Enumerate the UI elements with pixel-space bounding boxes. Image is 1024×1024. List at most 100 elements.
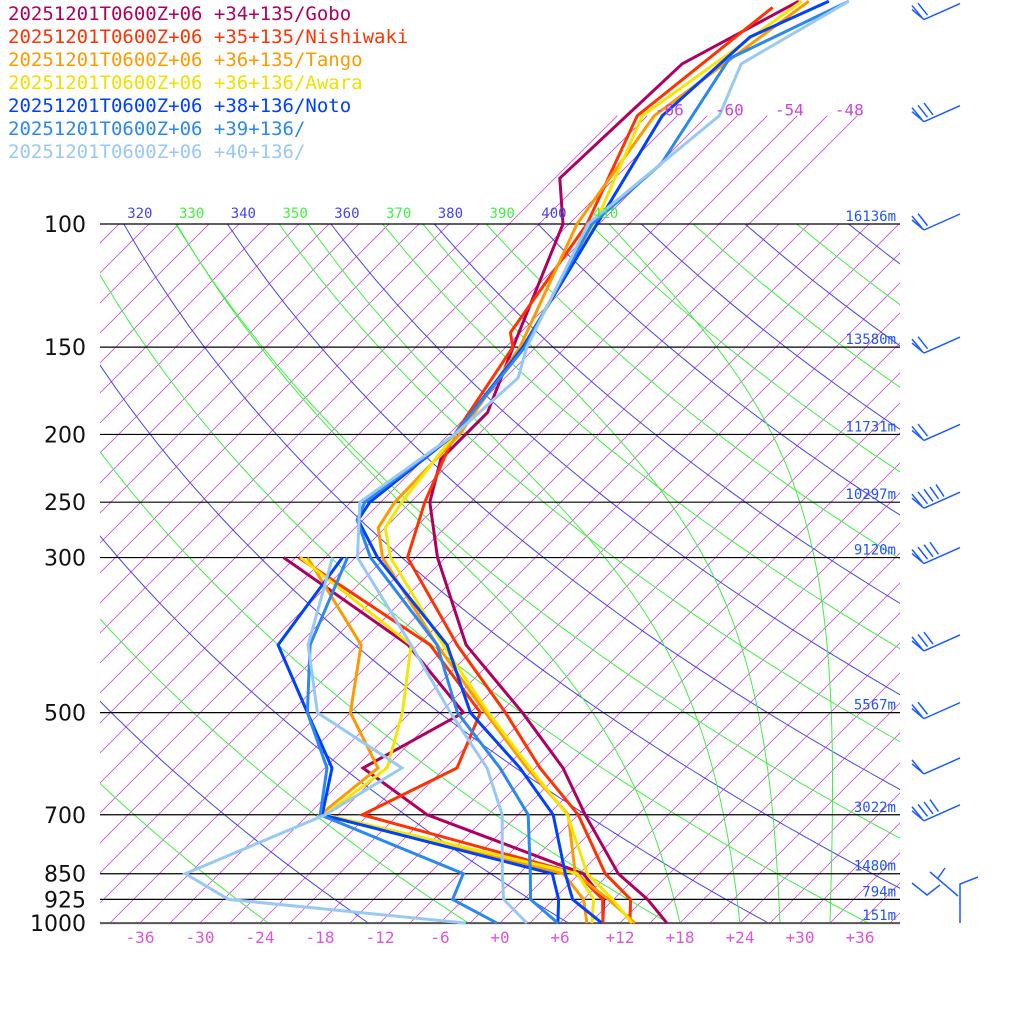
isotherm-line xyxy=(499,522,900,923)
wind-barb-icon xyxy=(911,484,961,509)
dry-adiabat-330 xyxy=(175,224,900,839)
isotherm-line xyxy=(139,224,840,923)
wind-barb-icon xyxy=(911,799,961,822)
wind-barb-flag xyxy=(911,215,923,229)
theta-label: 330 xyxy=(179,206,204,222)
isotherm-label: -66 xyxy=(655,101,684,120)
isotherm-line xyxy=(799,822,900,923)
isotherm-line xyxy=(379,402,900,923)
wind-barb-icon xyxy=(911,541,961,565)
gobo-temperature-line xyxy=(428,0,800,925)
wind-barb-flag xyxy=(911,806,923,820)
wind-barb-staff xyxy=(923,336,961,354)
wind-barb-tip xyxy=(911,552,925,565)
isotherm-line xyxy=(1010,224,1024,923)
dry-adiabat-310 xyxy=(100,273,870,923)
dry-adiabat-270 xyxy=(100,618,470,923)
wind-barb-icon xyxy=(911,213,961,231)
isotherm-label: -54 xyxy=(775,101,804,120)
isotherm-line xyxy=(100,224,480,604)
dry-adiabat-480 xyxy=(952,224,1024,938)
dry-adiabat-440 xyxy=(744,224,900,347)
dry-adiabat-350 xyxy=(278,224,900,743)
isotherm-line-upper xyxy=(508,115,618,225)
pressure-label: 850 xyxy=(44,863,86,888)
x-tick-label: -30 xyxy=(186,928,215,947)
awara-dewpoint-line xyxy=(299,556,596,924)
40-136-temperature-line xyxy=(355,0,850,925)
wind-barb-icon xyxy=(911,2,961,21)
isotherm-label: -60 xyxy=(715,101,744,120)
wind-barb-staff xyxy=(923,423,961,442)
surface-barb-part xyxy=(929,871,959,897)
legend-item-awara: 20251201T0600Z+06 +36+136/Awara xyxy=(8,72,363,94)
height-label: 794m xyxy=(862,884,896,900)
wind-barb-flag xyxy=(911,338,923,352)
wind-barb-icon xyxy=(911,701,961,720)
dry-adiabat-300 xyxy=(100,364,770,923)
dry-adiabat-340 xyxy=(226,224,900,791)
surface-barb-part xyxy=(937,867,946,879)
wind-barb-flag xyxy=(911,704,923,718)
wind-barb-flag xyxy=(917,491,929,505)
isotherm-line xyxy=(529,552,900,923)
legend-item-39-136: 20251201T0600Z+06 +39+136/ xyxy=(8,118,306,140)
wind-barb-staff xyxy=(923,491,961,509)
legend-item-nishiwaki: 20251201T0600Z+06 +35+135/Nishiwaki xyxy=(8,26,409,48)
isotherm-line xyxy=(980,224,1024,923)
dry-adiabat-290 xyxy=(100,450,670,923)
isotherm-line xyxy=(100,224,330,454)
dry-adiabat-370 xyxy=(382,224,900,650)
theta-label: 410 xyxy=(593,206,618,222)
pressure-label: 500 xyxy=(44,702,86,727)
moist-adiabat xyxy=(608,224,833,923)
isotherm-line xyxy=(100,224,390,514)
isotherm-line xyxy=(829,852,900,923)
wind-barb-flag xyxy=(917,701,929,715)
pressure-label: 300 xyxy=(44,547,86,572)
height-label: 16136m xyxy=(845,209,896,225)
wind-barb-tip xyxy=(911,8,925,21)
isotherm-line xyxy=(769,792,900,923)
isotherm-line xyxy=(619,642,900,923)
dry-adiabat-360 xyxy=(330,224,900,696)
dry-adiabat-260 xyxy=(100,700,370,923)
wind-barb-flag xyxy=(911,107,923,121)
isotherm-line xyxy=(229,252,900,923)
wind-barb-staff xyxy=(923,213,961,231)
wind-barb-tip xyxy=(911,342,925,354)
isotherm-line xyxy=(559,582,900,923)
legend-item-40-136: 20251201T0600Z+06 +40+136/ xyxy=(8,141,306,163)
wind-barb-flag xyxy=(929,486,940,500)
isotherm-line xyxy=(199,224,900,923)
isotherm-line xyxy=(100,224,420,544)
height-label: 9120m xyxy=(854,543,896,559)
x-tick-label: -12 xyxy=(366,928,395,947)
isotherm-line xyxy=(679,702,900,923)
x-tick-label: +30 xyxy=(786,928,815,947)
wind-barb-flag xyxy=(917,213,929,227)
x-tick-label: +12 xyxy=(606,928,635,947)
pressure-label: 250 xyxy=(44,491,86,516)
pressure-label: 1000 xyxy=(30,912,86,937)
wind-barb-staff xyxy=(923,757,961,775)
height-label: 13580m xyxy=(845,332,896,348)
pressure-label: 100 xyxy=(44,213,86,238)
isotherm-line xyxy=(889,912,900,923)
isotherm-line xyxy=(100,224,570,694)
theta-label: 380 xyxy=(438,206,463,222)
isotherm-line xyxy=(649,672,900,923)
isotherm-line-upper xyxy=(658,115,768,225)
theta-label: 340 xyxy=(231,206,256,222)
nishiwaki-dewpoint-line xyxy=(297,556,605,924)
dry-adiabat-280 xyxy=(100,535,570,923)
wind-barb-flag xyxy=(911,636,923,650)
legend-item-tango: 20251201T0600Z+06 +36+135/Tango xyxy=(8,49,363,71)
isotherm-line xyxy=(739,762,900,923)
theta-label: 360 xyxy=(334,206,359,222)
dry-adiabat-320 xyxy=(123,224,900,889)
wind-barb-flag xyxy=(917,423,929,437)
isotherm-line xyxy=(100,224,660,784)
theta-label: 320 xyxy=(127,206,152,222)
isotherm-line xyxy=(349,372,900,923)
